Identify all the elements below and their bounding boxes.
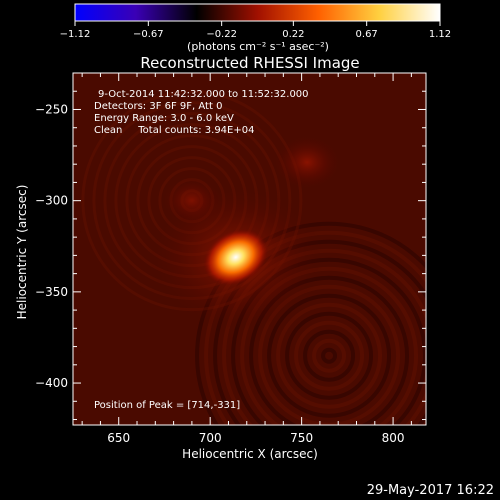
y-tick-label: −400 [35,376,68,390]
colorbar [74,3,441,22]
texture-ring [240,266,419,425]
colorbar-ticks: −1.12 −0.67 −0.22 0.22 0.67 1.12 [60,21,451,40]
texture-ring [276,302,383,409]
x-tick-label: 650 [107,431,130,445]
x-tick-label: 800 [382,431,405,445]
y-axis: −250 −300 −350 −400 [35,90,426,421]
texture-ring [303,329,356,382]
annotations: 9-Oct-2014 11:42:32.000 to 11:52:32.000 … [94,89,309,136]
texture-ring [231,257,426,425]
timestamp: 29-May-2017 16:22 [367,483,494,498]
y-tick-label: −300 [35,194,68,208]
colorbar-tick-label: 1.12 [429,29,451,40]
texture-ring [213,239,426,425]
colorbar-tick-label: −1.12 [60,29,91,40]
colorbar-tick-label: −0.22 [206,29,237,40]
secondary-source [273,135,341,189]
plot-frame [72,72,427,426]
annotation-clean: Clean Total counts: 3.94E+04 [94,125,254,136]
texture-ring [249,275,410,425]
y-tick-label: −350 [35,285,68,299]
annotation-time: 9-Oct-2014 11:42:32.000 to 11:52:32.000 [98,89,309,100]
peak-position-label: Position of Peak = [714,-331] [94,400,240,411]
texture-ring [312,338,347,373]
colorbar-tick-label: 0.67 [356,29,378,40]
plot-area [73,73,426,425]
colorbar-unit-label: (photons cm⁻² s⁻¹ asec⁻²) [187,40,329,53]
peak-source [203,228,268,286]
emission-sources [145,135,341,333]
texture-ring [267,293,392,418]
texture-ring [294,320,365,391]
annotation-detectors: Detectors: 3F 6F 9F, Att 0 [94,101,222,112]
x-axis: 650 700 750 800 [81,73,412,445]
image-texture [81,90,426,425]
y-axis-label: Heliocentric Y (arcsec) [15,185,29,320]
x-tick-label: 750 [290,431,313,445]
y-tick-label: −250 [35,102,68,116]
x-axis-label: Heliocentric X (arcsec) [182,447,318,461]
texture-ring [285,311,374,400]
colorbar-tick-label: 0.22 [282,29,304,40]
colorbar-tick-label: −0.67 [133,29,164,40]
texture-ring [222,248,426,425]
chart-title: Reconstructed RHESSI Image [140,54,359,72]
x-tick-label: 700 [199,431,222,445]
texture-ring [204,230,426,425]
texture-ring [195,221,426,425]
texture-ring [321,347,338,364]
annotation-energy: Energy Range: 3.0 - 6.0 keV [94,113,234,124]
